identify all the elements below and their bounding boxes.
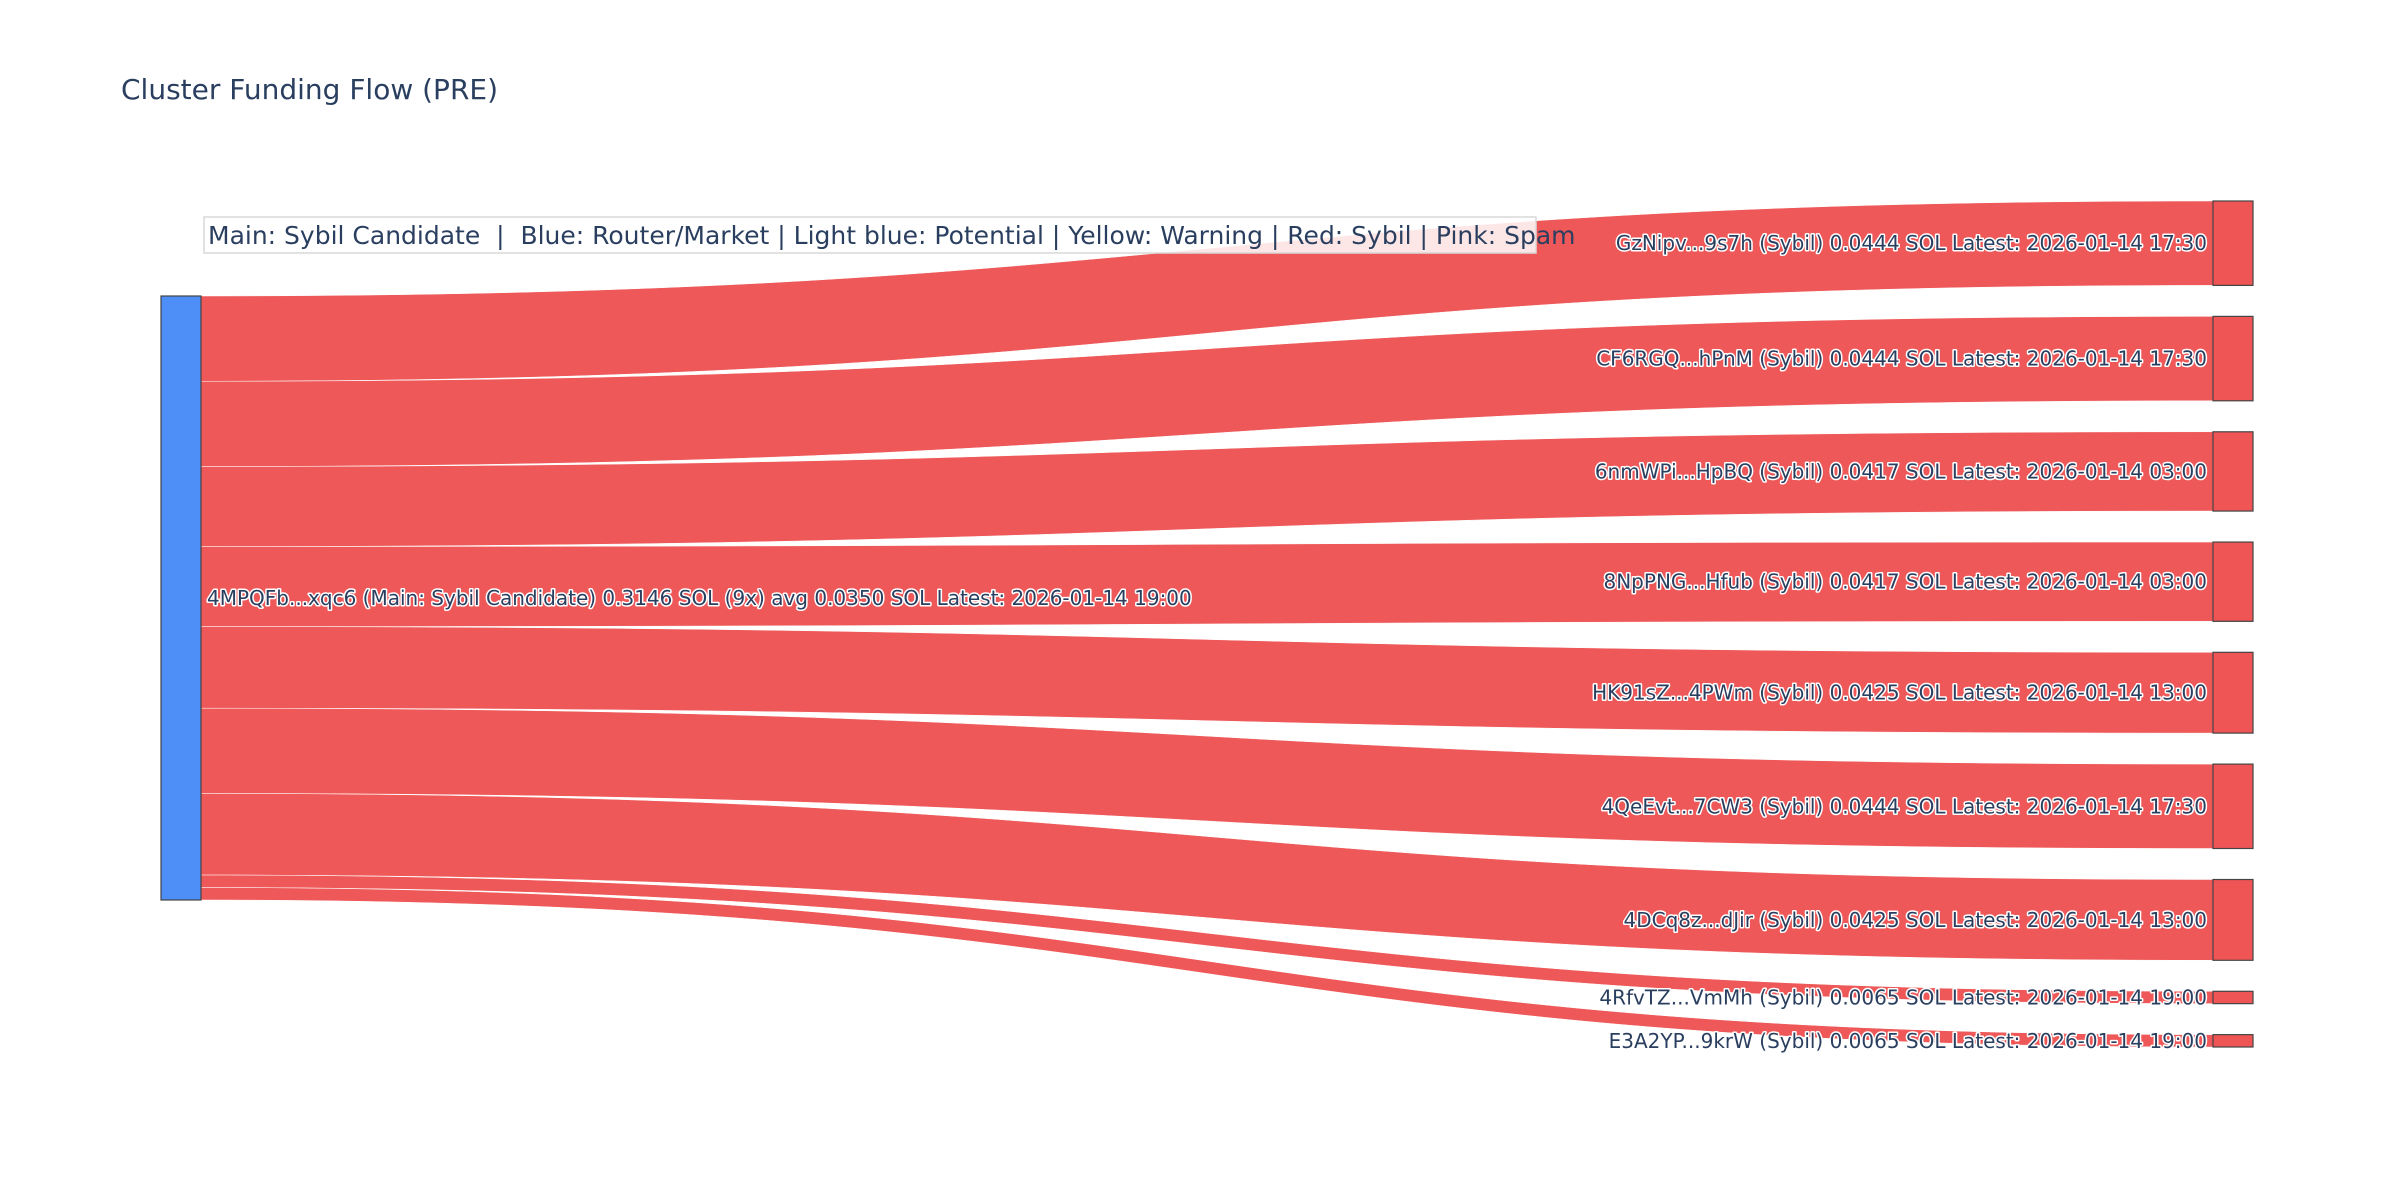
sankey-labels: GzNipv...9s7h (Sybil) 0.0444 SOL Latest:…: [206, 230, 2209, 1055]
legend-annotation-box: [203, 216, 1537, 254]
target-node-label-3: 6nmWPi...HpBQ (Sybil) 0.0417 SOL Latest:…: [1595, 459, 2207, 483]
target-node-label-8: 4RfvTZ...VmMh (Sybil) 0.0065 SOL Latest:…: [1599, 985, 2207, 1009]
target-node-label-9: E3A2YP...9krW (Sybil) 0.0065 SOL Latest:…: [1609, 1029, 2207, 1053]
target-node-1[interactable]: [2212, 200, 2254, 286]
target-node-3[interactable]: [2212, 431, 2254, 512]
target-node-label-6: 4QeEvt...7CW3 (Sybil) 0.0444 SOL Latest:…: [1602, 794, 2207, 818]
target-node-9[interactable]: [2212, 1034, 2254, 1048]
target-node-label-4: 8NpPNG...Hfub (Sybil) 0.0417 SOL Latest:…: [1604, 570, 2208, 594]
target-node-4[interactable]: [2212, 541, 2254, 622]
target-node-label-5: HK91sZ...4PWm (Sybil) 0.0425 SOL Latest:…: [1592, 681, 2207, 705]
source-node[interactable]: [160, 295, 202, 901]
source-node-label: 4MPQFb...xqc6 (Main: Sybil Candidate) 0.…: [207, 586, 1192, 610]
target-node-label-2: CF6RGQ...hPnM (Sybil) 0.0444 SOL Latest:…: [1596, 347, 2207, 371]
target-node-label-1: GzNipv...9s7h (Sybil) 0.0444 SOL Latest:…: [1616, 231, 2207, 255]
target-node-6[interactable]: [2212, 763, 2254, 850]
legend-annotation-text: Main: Sybil Candidate | Blue: Router/Mar…: [208, 221, 1576, 250]
target-node-label-7: 4DCq8z...dJir (Sybil) 0.0425 SOL Latest:…: [1623, 908, 2207, 932]
sankey-links: [200, 200, 2214, 1048]
target-node-8[interactable]: [2212, 990, 2254, 1005]
target-node-7[interactable]: [2212, 878, 2254, 961]
legend-annotation: Main: Sybil Candidate | Blue: Router/Mar…: [203, 216, 1576, 254]
sankey-nodes: [160, 200, 2254, 1048]
target-node-5[interactable]: [2212, 651, 2254, 734]
chart-title: Cluster Funding Flow (PRE): [121, 73, 498, 106]
target-node-2[interactable]: [2212, 315, 2254, 402]
